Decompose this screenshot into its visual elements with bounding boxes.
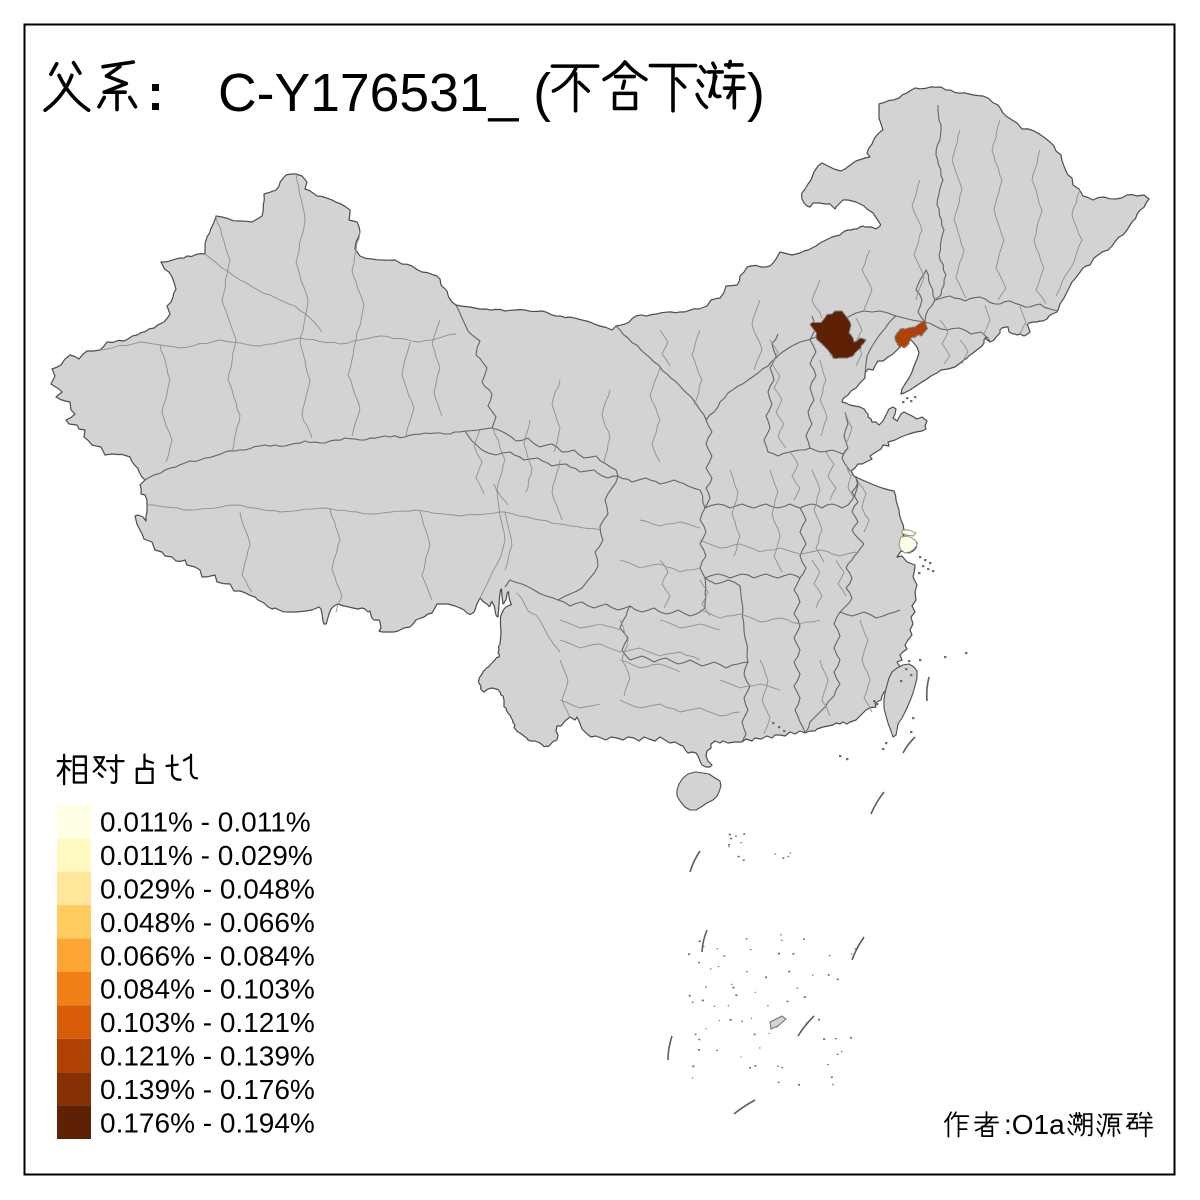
svg-text:0.176% - 0.194%: 0.176% - 0.194% [100, 1107, 315, 1138]
svg-text:0.011% - 0.011%: 0.011% - 0.011% [100, 807, 311, 838]
svg-text:0.011% - 0.029%: 0.011% - 0.029% [100, 840, 313, 871]
svg-text:0.066% - 0.084%: 0.066% - 0.084% [100, 940, 315, 971]
svg-text:0.029% - 0.048%: 0.029% - 0.048% [100, 874, 315, 905]
svg-text:0.103% - 0.121%: 0.103% - 0.121% [100, 1007, 315, 1038]
svg-text:C-Y176531_ (: C-Y176531_ ( [218, 64, 551, 123]
svg-text:0.048% - 0.066%: 0.048% - 0.066% [100, 907, 315, 938]
svg-text:0.121% - 0.139%: 0.121% - 0.139% [100, 1041, 315, 1072]
svg-text:): ) [747, 64, 765, 123]
svg-text:0.084% - 0.103%: 0.084% - 0.103% [100, 974, 315, 1005]
svg-text:0.139% - 0.176%: 0.139% - 0.176% [100, 1074, 315, 1105]
svg-text::O1a: :O1a [1004, 1109, 1065, 1140]
